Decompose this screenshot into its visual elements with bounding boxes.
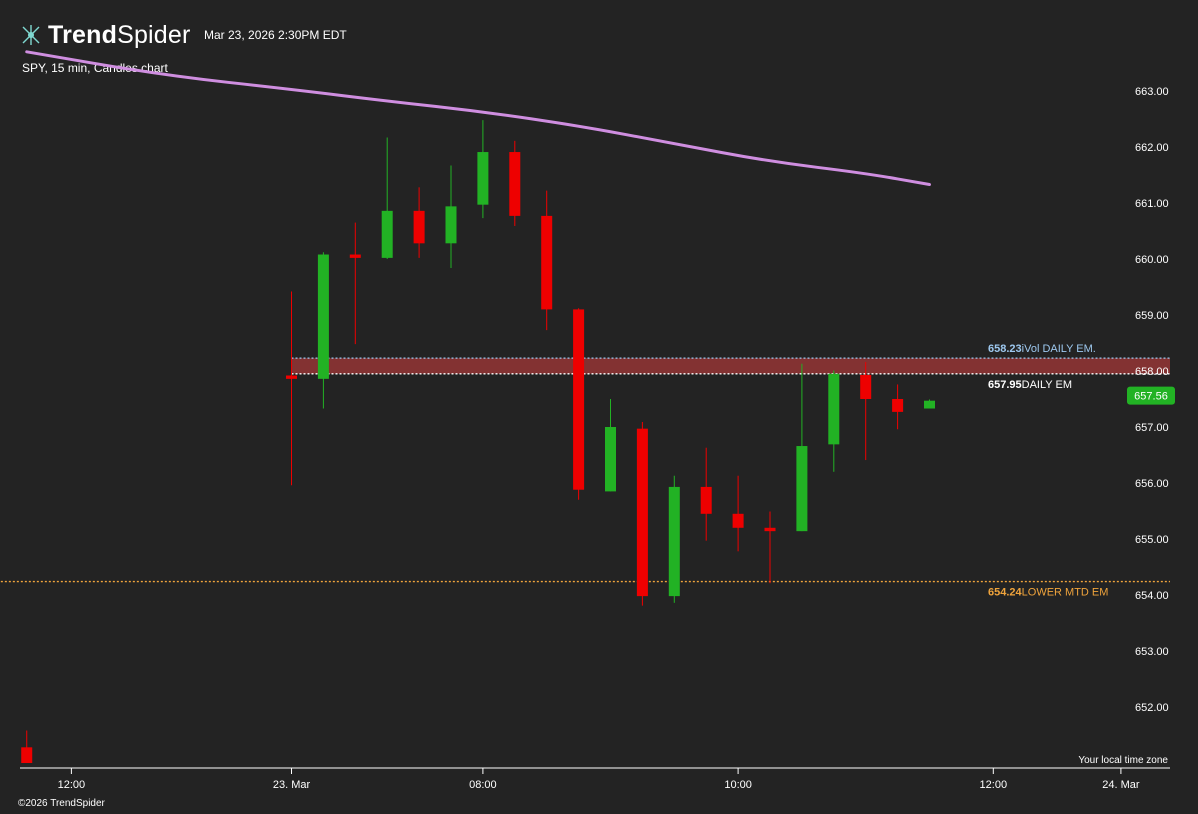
candle-up[interactable] [668,475,680,603]
candle-body [605,427,616,492]
candle-up[interactable] [445,165,457,268]
candle-down[interactable] [860,362,872,461]
y-tick-label: 659.00 [1135,310,1169,322]
y-tick-label: 656.00 [1135,478,1169,490]
candle-body [860,374,872,399]
y-tick-label: 654.00 [1135,590,1169,602]
y-tick-label: 663.00 [1135,86,1169,98]
candle-up[interactable] [796,363,808,532]
candle-body [381,210,393,258]
trendspider-logo-icon [22,25,40,45]
logo-bold-text: Trend [48,20,118,49]
candle-body [828,373,840,445]
level-lines-layer: 658.23iVol DAILY EM. 657.95DAILY EM 654.24… [0,343,1170,599]
chart-subtitle: SPY, 15 min, Candles chart [22,61,168,75]
level-value: 654.24 [988,587,1023,599]
copyright-footer: ©2026 TrendSpider [18,798,105,809]
candle-body [668,486,680,597]
y-axis: 652.00 653.00 654.00 655.00 656.00 657.00 658.… [1135,86,1169,714]
level-text: DAILY EM [1022,379,1072,391]
y-tick-label: 652.00 [1135,702,1169,714]
candle-body [21,747,33,763]
timezone-note: Your local time zone [1078,755,1168,766]
candle-up[interactable] [381,137,393,259]
last-price-tag [1127,386,1175,405]
candle-body [732,513,744,528]
y-tick-label: 662.00 [1135,142,1169,154]
candle-body [413,210,425,244]
candle-body [349,254,361,258]
candle-up[interactable] [924,399,935,409]
candle-down[interactable] [732,475,744,552]
candle-down[interactable] [509,140,521,226]
candle-body [286,375,297,379]
candle-down[interactable] [286,291,297,486]
candle-down[interactable] [21,730,33,763]
last-price-label: 657.56 [1134,391,1168,403]
x-tick-label: 12:00 [980,779,1008,791]
candle-down[interactable] [636,421,648,606]
price-tag-layer: 657.56 [1127,386,1175,405]
brand-logo-text: TrendSpider [48,21,191,50]
moving-average-layer [25,50,931,187]
y-tick-label: 655.00 [1135,534,1169,546]
candle-body [764,527,776,532]
em-zone-band [291,358,1170,374]
candle-up[interactable] [605,399,616,492]
candle-body [796,446,808,532]
candle-down[interactable] [413,187,425,258]
candle-down[interactable] [892,384,904,430]
candle-body [573,309,585,490]
candle-body [636,428,648,597]
level-text: LOWER MTD EM [1022,587,1109,599]
y-tick-label: 658.00 [1135,366,1169,378]
candle-up[interactable] [828,370,840,472]
level-value: 658.23 [988,343,1022,355]
brand-header: TrendSpider [20,20,191,50]
candle-down[interactable] [764,511,776,584]
logo-light-text: Spider [117,20,191,49]
candle-up[interactable] [317,252,329,409]
candle-body [477,152,489,205]
x-tick-label: 12:00 [58,779,86,791]
chart-timestamp: Mar 23, 2026 2:30PM EDT [204,28,347,42]
candle-down[interactable] [349,222,361,345]
x-tick-label: 23. Mar [273,779,311,791]
candle-body [541,215,553,310]
candle-down[interactable] [573,308,585,500]
candle-body [700,486,712,514]
y-tick-label: 653.00 [1135,646,1169,658]
candle-down[interactable] [541,190,553,331]
em-zone-layer [291,358,1170,374]
x-tick-label: 10:00 [724,779,752,791]
moving-average-line [25,50,931,187]
level-label: 658.23iVol DAILY EM. [988,343,1096,355]
level-value: 657.95 [988,379,1022,391]
level-text: iVol DAILY EM. [1022,343,1096,355]
level-label: 657.95DAILY EM [988,379,1072,391]
y-tick-label: 660.00 [1135,254,1169,266]
candle-down[interactable] [700,447,712,541]
y-tick-label: 657.00 [1135,422,1169,434]
candle-up[interactable] [477,120,489,219]
candle-body [445,206,457,244]
candle-body [509,152,521,216]
x-tick-label: 24. Mar [1102,779,1140,791]
candle-body [924,400,935,409]
x-tick-label: 08:00 [469,779,497,791]
level-label: 654.24LOWER MTD EM [988,587,1108,599]
y-tick-label: 661.00 [1135,198,1169,210]
candles-layer [21,120,935,763]
candle-body [317,254,329,379]
candle-body [892,399,904,412]
